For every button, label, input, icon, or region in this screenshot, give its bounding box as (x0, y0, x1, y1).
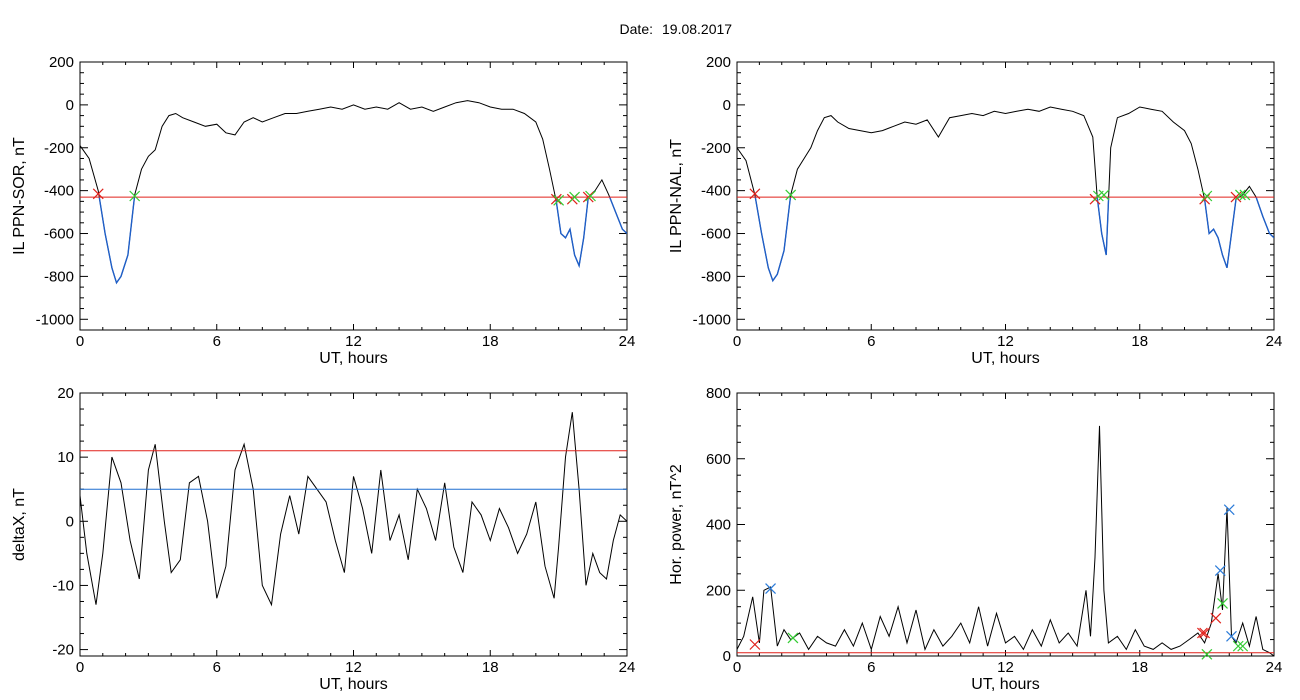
marker-red-nal (749, 188, 761, 200)
x-axis-label-deltax: UT, hours (319, 676, 387, 693)
y-tick-label-sor: -200 (44, 140, 74, 157)
marker-green-sor (585, 190, 596, 202)
y-tick-label-sor: 0 (66, 97, 74, 114)
marker-green-nal (1201, 190, 1213, 202)
x-tick-label-nal: 6 (867, 333, 875, 350)
x-tick-label-power: 24 (1266, 659, 1283, 676)
marker-red-sor (92, 188, 104, 200)
x-axis-label-power: UT, hours (971, 676, 1039, 693)
data-line-sor (80, 100, 627, 284)
y-tick-label-nal: -200 (701, 140, 731, 157)
y-tick-label-power: 0 (723, 648, 731, 665)
marker-red-power (1196, 627, 1208, 639)
x-tick-label-sor: 18 (482, 333, 499, 350)
plot-frame-power (736, 392, 1275, 657)
x-tick-label-nal: 18 (1131, 333, 1148, 350)
y-axis-label-sor: IL PPN-SOR, nT (11, 137, 28, 255)
x-tick-label-deltax: 12 (345, 659, 362, 676)
marker-blue-power (765, 583, 776, 595)
marker-red-power (1199, 627, 1211, 639)
data-line-below-threshold-nal (754, 197, 1274, 283)
marker-green-nal (1239, 189, 1251, 201)
x-tick-label-sor: 6 (213, 333, 221, 350)
x-tick-label-nal: 24 (1266, 333, 1283, 350)
plot-frame-sor (79, 61, 628, 331)
marker-green-sor (553, 194, 565, 206)
y-tick-label-deltax: 10 (57, 449, 74, 466)
y-tick-label-power: 600 (706, 451, 731, 468)
x-tick-label-deltax: 0 (76, 659, 84, 676)
chart-sor: 0 6 12 18 24 200 0 -200 -400 -600 -800 -1000 UT, hou… (11, 54, 635, 367)
marker-red-power (749, 639, 761, 650)
marker-green-nal (1098, 189, 1110, 201)
y-tick-label-nal: 200 (706, 54, 731, 71)
y-tick-label-nal: -1000 (693, 311, 731, 328)
chart-nal: 0 6 12 18 24 200 0 -200 -400 -600 -800 -1000 UT, hou… (668, 54, 1282, 367)
figure-title-date: 19.08.2017 (662, 21, 732, 37)
y-tick-label-sor: 200 (49, 54, 74, 71)
marker-green-power (1237, 640, 1249, 652)
x-tick-label-deltax: 24 (619, 659, 636, 676)
x-axis-label-sor: UT, hours (319, 350, 387, 367)
marker-red-sor (582, 191, 594, 203)
x-tick-label-power: 0 (733, 659, 741, 676)
marker-red-nal (1199, 193, 1211, 205)
plot-frame-nal (736, 61, 1275, 331)
y-tick-label-power: 200 (706, 582, 731, 599)
x-tick-label-sor: 0 (76, 333, 84, 350)
y-tick-label-nal: 0 (723, 97, 731, 114)
figure-title-label: Date: (620, 21, 653, 37)
data-line-nal (737, 106, 1274, 282)
y-tick-label-nal: -400 (701, 183, 731, 200)
marker-green-power (1201, 648, 1213, 660)
y-axis-label-power: Hor. power, nT^2 (668, 464, 685, 585)
marker-red-power (1210, 612, 1222, 624)
y-tick-label-sor: -1000 (36, 311, 74, 328)
marker-blue-power (1226, 630, 1237, 642)
marker-green-sor (129, 190, 141, 202)
chart-deltax: 0 6 12 18 24 20 10 0 -10 -20 UT, hours deltaX, nT (11, 385, 635, 693)
y-axis-label-nal: IL PPN-NAL, nT (668, 139, 685, 253)
marker-green-power (787, 632, 799, 644)
data-line-below-threshold-sor (98, 197, 627, 285)
x-tick-label-power: 18 (1131, 659, 1148, 676)
marker-green-nal (1235, 189, 1246, 201)
marker-red-sor (550, 193, 562, 205)
y-tick-label-nal: -600 (701, 226, 731, 243)
x-tick-label-sor: 12 (345, 333, 362, 350)
y-tick-label-sor: -600 (44, 226, 74, 243)
y-tick-label-deltax: -20 (52, 642, 74, 659)
marker-green-sor (569, 191, 581, 203)
x-tick-label-deltax: 18 (482, 659, 499, 676)
marker-green-nal (785, 189, 797, 201)
data-line-power (737, 425, 1274, 656)
x-tick-label-power: 6 (867, 659, 875, 676)
y-axis-label-deltax: deltaX, nT (11, 488, 28, 561)
x-tick-label-power: 12 (997, 659, 1014, 676)
x-tick-label-nal: 0 (733, 333, 741, 350)
y-tick-label-deltax: -10 (52, 577, 74, 594)
x-tick-label-deltax: 6 (213, 659, 221, 676)
y-tick-label-sor: -400 (44, 183, 74, 200)
y-tick-label-power: 400 (706, 517, 731, 534)
y-tick-label-deltax: 0 (66, 513, 74, 530)
x-tick-label-sor: 24 (619, 333, 636, 350)
marker-blue-power (1214, 565, 1226, 576)
data-line-deltax (80, 412, 627, 607)
marker-green-power (1217, 597, 1228, 609)
marker-green-power (1232, 640, 1244, 652)
x-axis-label-nal: UT, hours (971, 350, 1039, 367)
y-tick-label-deltax: 20 (57, 385, 74, 402)
y-tick-label-nal: -800 (701, 268, 731, 285)
chart-power: 0 6 12 18 24 800 600 400 200 0 UT, hours Hor. power… (668, 385, 1282, 693)
y-tick-label-sor: -800 (44, 268, 74, 285)
x-tick-label-nal: 12 (997, 333, 1014, 350)
plot-frame-deltax (79, 392, 628, 657)
y-tick-label-power: 800 (706, 385, 731, 402)
marker-blue-power (1223, 504, 1235, 516)
